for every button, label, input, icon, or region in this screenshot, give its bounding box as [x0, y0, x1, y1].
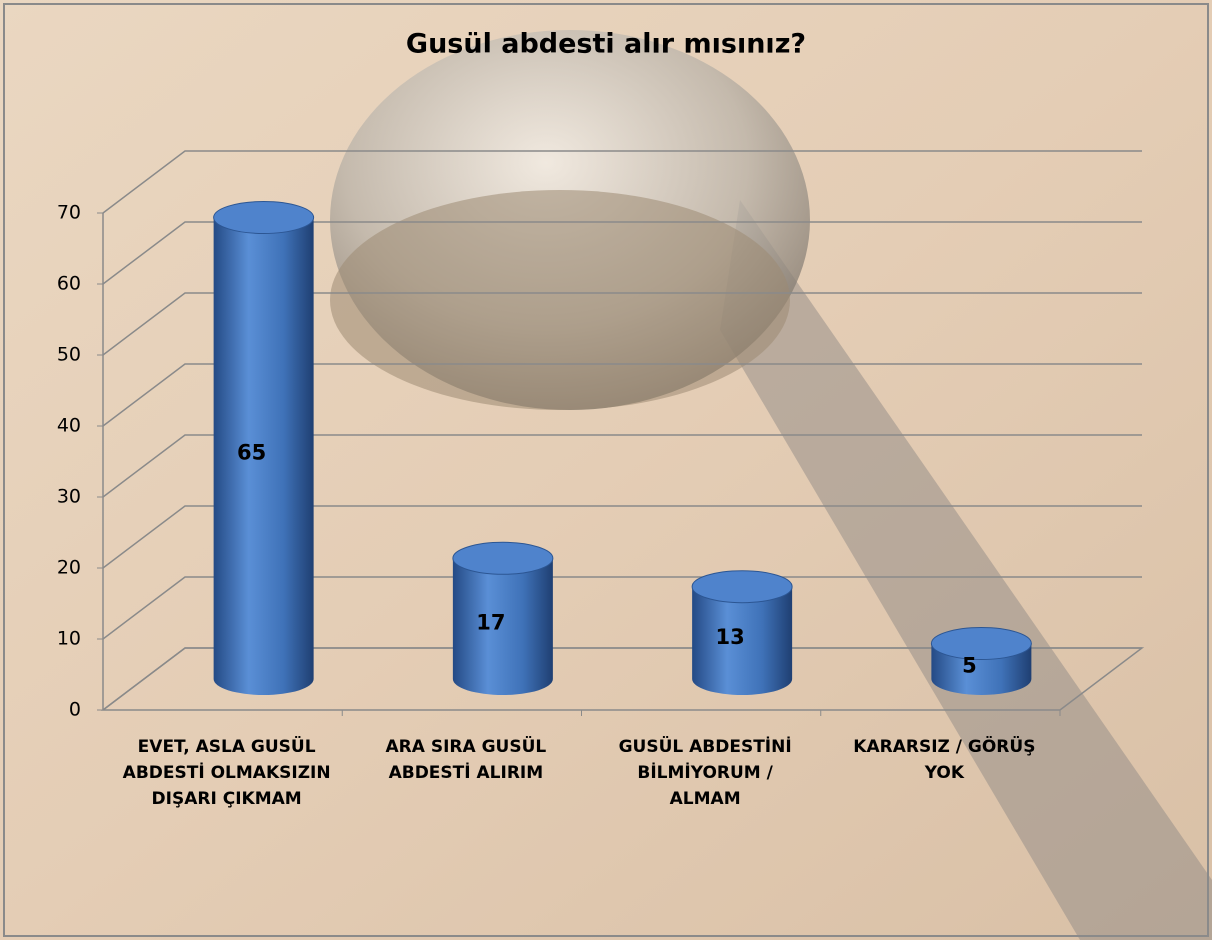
y-tick-label: 50 — [57, 344, 81, 366]
y-tick-label: 40 — [57, 415, 81, 437]
bar-top — [692, 571, 792, 603]
data-label: 5 — [962, 653, 977, 677]
bar-top — [214, 202, 314, 234]
y-tick-label: 30 — [57, 486, 81, 508]
x-tick-label: EVET, ASLA GUSÜL ABDESTİ OLMAKSIZIN DIŞA… — [122, 734, 332, 812]
data-label: 17 — [476, 611, 505, 635]
y-tick-label: 10 — [57, 628, 81, 650]
x-tick-label: KARARSIZ / GÖRÜŞ YOK — [839, 734, 1049, 786]
chart-container: Gusül abdesti alır mısınız? 0 10 20 30 40 50 6… — [0, 0, 1212, 940]
x-tick-label: GUSÜL ABDESTİNİ BİLMİYORUM / ALMAM — [600, 734, 810, 812]
y-tick-label: 20 — [57, 557, 81, 579]
data-label: 13 — [716, 625, 745, 649]
x-tick-label: ARA SIRA GUSÜL ABDESTİ ALIRIM — [361, 734, 571, 786]
y-tick-label: 70 — [57, 202, 81, 224]
chart-title: Gusül abdesti alır mısınız? — [406, 29, 806, 60]
bar — [931, 628, 1031, 695]
data-label: 65 — [237, 440, 266, 464]
bar-top — [931, 628, 1031, 660]
shower-face — [330, 190, 790, 410]
y-tick-label: 60 — [57, 273, 81, 295]
bar-top — [453, 542, 553, 574]
y-tick-label: 0 — [69, 699, 81, 721]
